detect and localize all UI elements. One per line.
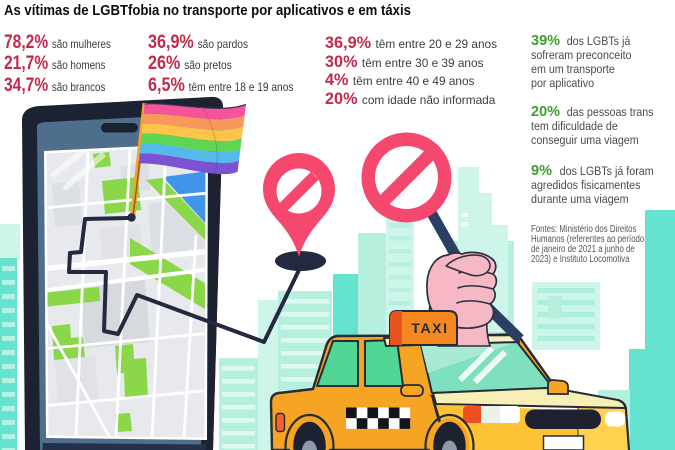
svg-text:TAXI: TAXI	[411, 320, 448, 336]
